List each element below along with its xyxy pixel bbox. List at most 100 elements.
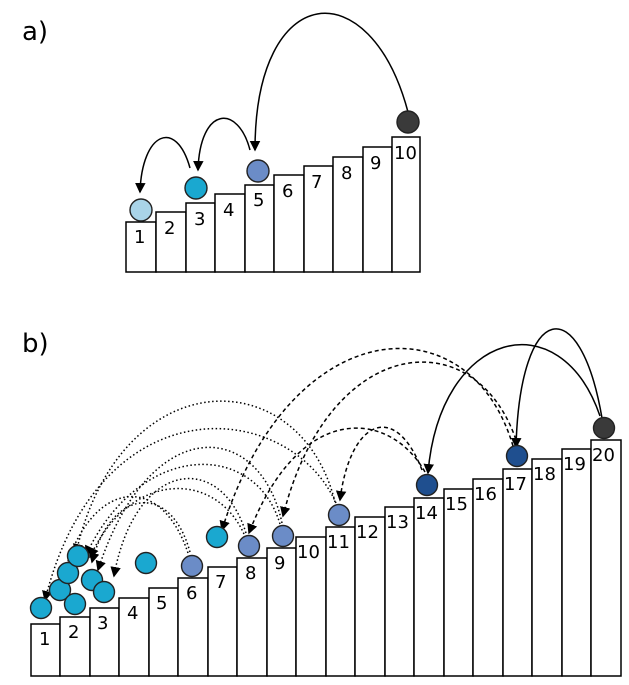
jump-arrow [423,344,601,475]
step-a-number: 7 [311,172,322,193]
step-a-5 [244,184,275,273]
step-b-number: 19 [563,454,586,475]
panel-a-staircase [125,136,421,273]
step-b-7 [207,566,238,677]
step-b-2 [59,616,91,677]
step-b-number: 4 [127,603,138,624]
step-b-17 [502,468,533,677]
step-a-number: 3 [194,209,205,230]
step-b-number: 9 [274,553,285,574]
step-b-number: 14 [415,503,438,524]
jump-arrow [249,12,409,152]
step-a-8 [332,156,364,273]
ball [327,503,351,527]
ball [237,534,261,558]
jump-arrow [193,117,251,172]
panel-b-step-numbers: 1 2 3 4 5 6 7 8 9 10 11 12 13 14 15 16 1… [39,445,615,650]
step-b-number: 20 [592,445,615,466]
step-b-number: 12 [356,522,379,543]
jump-arrow [89,501,191,564]
step-a-number: 9 [370,153,381,174]
ball [246,159,270,183]
ball [63,592,87,616]
panel-b-staircase [30,439,622,677]
step-b-15 [443,488,474,677]
panel-b-solid-jumps [423,328,603,475]
step-b-14 [413,497,445,677]
step-b-number: 1 [39,629,50,650]
step-b-number: 8 [245,563,256,584]
step-a-number: 10 [394,143,417,164]
ball [129,198,153,222]
jump-arrow [88,487,245,559]
step-a-1 [125,221,157,273]
ball [415,473,439,497]
ball [29,596,53,620]
panel-a-step-numbers: 1 2 3 4 5 6 7 8 9 10 [134,143,417,248]
step-b-16 [472,478,504,677]
step-b-3 [89,607,120,677]
step-b-10 [295,536,327,677]
step-b-5 [148,587,179,677]
step-b-number: 17 [504,474,527,495]
step-b-20 [590,439,622,677]
ball [92,580,116,604]
step-b-number: 6 [186,583,197,604]
ball [396,110,420,134]
step-b-9 [266,547,297,677]
ball [592,416,616,440]
ball [56,561,80,585]
step-a-10 [391,136,421,273]
step-a-number: 8 [341,163,352,184]
panel-b-dashed-jumps [219,347,519,535]
jump-arrow [219,347,514,532]
step-b-number: 5 [156,593,167,614]
step-a-number: 5 [253,190,264,211]
panel-a-label: a) [22,17,48,47]
step-b-number: 16 [474,484,497,505]
jump-arrow [110,477,247,578]
step-a-number: 4 [223,200,234,221]
panel-b-label: b) [22,329,49,359]
step-b-number: 10 [297,542,320,563]
step-b-1 [30,623,61,677]
step-a-number: 1 [134,227,145,248]
step-b-4 [118,597,150,677]
step-a-6 [273,174,305,273]
jump-arrow [85,463,281,557]
jump-arrow [72,400,336,555]
step-b-number: 15 [445,494,468,515]
step-b-number: 18 [533,464,556,485]
panel-a-balls [129,110,420,222]
ball [134,551,158,575]
step-b-6 [177,577,209,677]
step-b-11 [325,526,356,677]
step-a-2 [155,211,187,273]
step-b-number: 11 [327,532,350,553]
jump-arrow [135,136,191,194]
jump-arrow [280,361,519,518]
ball [205,525,229,549]
panel-a-jumps [135,12,409,194]
step-b-12 [354,516,386,677]
step-b-8 [236,557,268,677]
step-b-number: 2 [68,622,79,643]
step-a-3 [185,202,216,273]
step-a-number: 6 [282,181,293,202]
ball [184,176,208,200]
step-a-9 [362,146,393,273]
jump-arrow [247,427,426,535]
step-b-19 [561,448,592,677]
jump-arrow [511,328,603,449]
jump-arrow [335,426,423,502]
panel-b-dotted-jumps [42,400,337,602]
step-b-number: 7 [215,572,226,593]
step-b-number: 3 [97,613,108,634]
ball [505,444,529,468]
ball [180,554,204,578]
ball [271,524,295,548]
ball [66,544,90,568]
step-b-number: 13 [386,512,409,533]
step-b-18 [531,458,563,677]
jump-arrow [61,495,189,576]
